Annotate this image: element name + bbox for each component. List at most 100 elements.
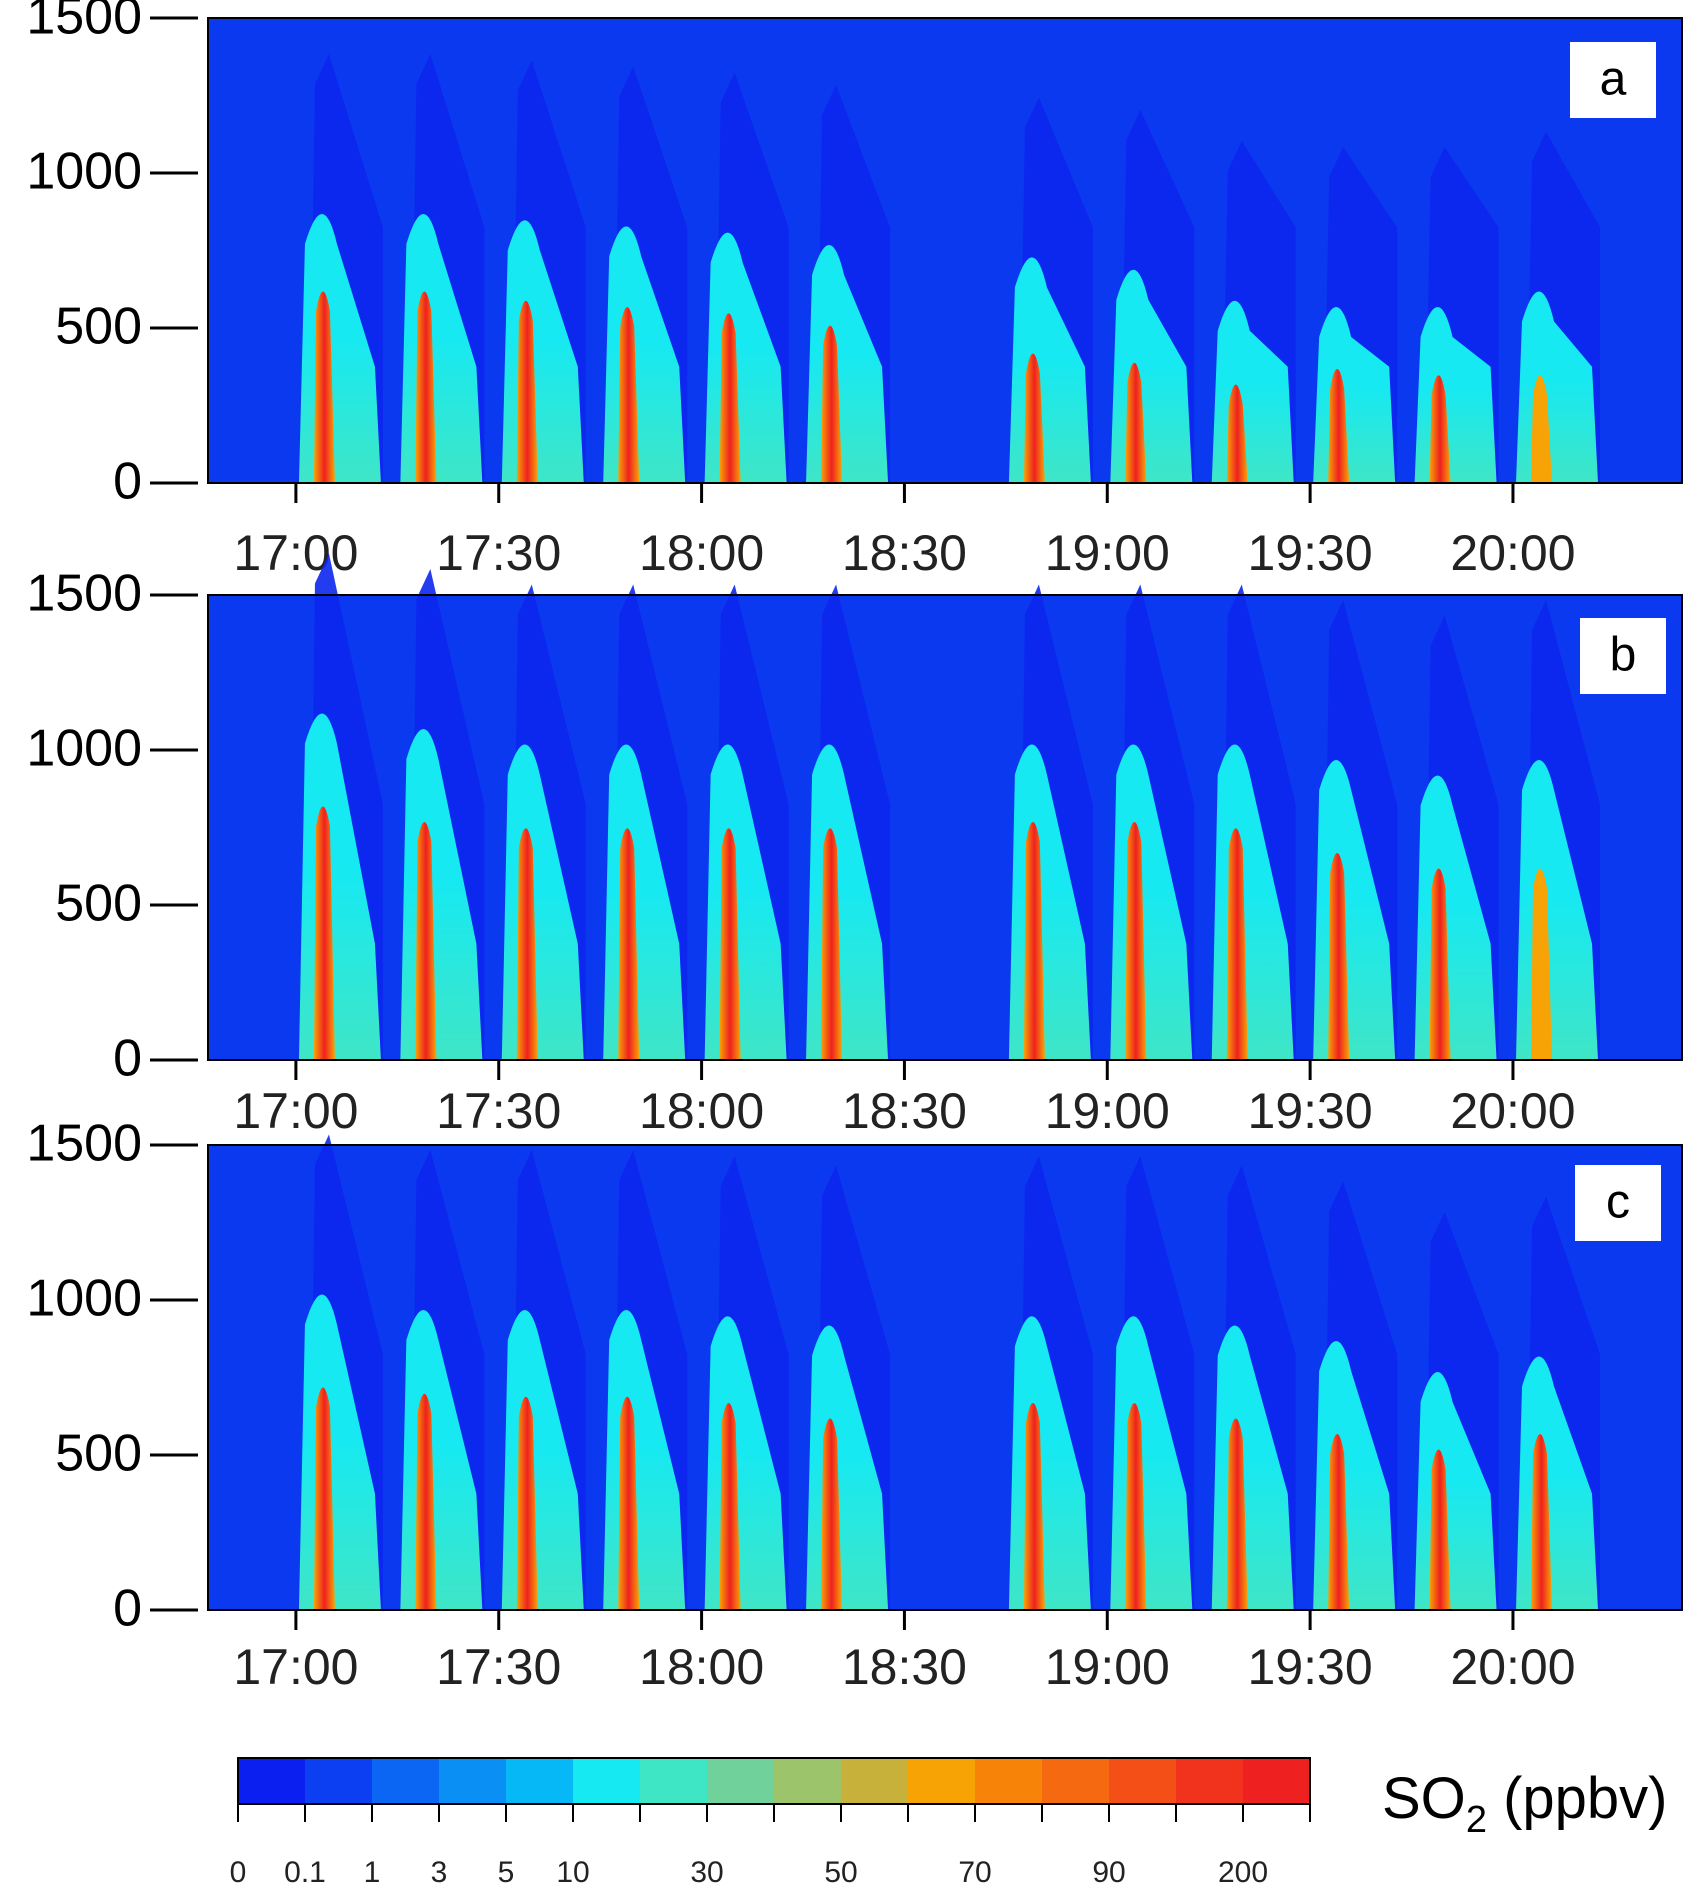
plume-2 (400, 54, 485, 483)
colorbar-tick-label: 50 (824, 1856, 857, 1888)
ytick-label: 500 (55, 298, 142, 356)
colorbar-swatch (439, 1758, 507, 1804)
plume-core (821, 325, 843, 483)
colorbar-swatch (1042, 1758, 1110, 1804)
colorbar-ticks: 0 0.1 1 3 5 10 30 50 70 90 200 (230, 1804, 1311, 1888)
panels: 0 500 1000 1500 17:00 17:30 18:00 18:30 19:00 19:… (26, 0, 1683, 1695)
xtick-label: 17:30 (436, 1639, 561, 1695)
panel-a: 0 500 1000 1500 17:00 17:30 18:00 18:30 19:00 19:… (26, 0, 1683, 581)
xtick-label: 17:00 (233, 525, 358, 581)
plume-core (821, 828, 843, 1060)
xtick-label: 20:00 (1450, 1639, 1575, 1695)
plume-3 (501, 60, 586, 483)
plume-core (313, 291, 335, 483)
plume-12 (1516, 131, 1601, 483)
panel-label: c (1606, 1176, 1630, 1229)
plume-core (719, 313, 741, 483)
colorbar-tick-label: 30 (690, 1856, 723, 1888)
plume-core (618, 828, 640, 1060)
ytick-label: 1000 (26, 143, 142, 201)
colorbar-tick-label: 1 (364, 1856, 381, 1888)
xtick-label: 18:30 (842, 1639, 967, 1695)
plume-1 (298, 1134, 383, 1610)
plume-4 (603, 66, 688, 484)
colorbar-swatch (841, 1758, 909, 1804)
ytick-label: 0 (113, 1030, 142, 1088)
xtick-label: 18:00 (639, 1639, 764, 1695)
plume-core (1531, 1434, 1553, 1610)
plume-core (1531, 375, 1553, 483)
plume-12 (1516, 600, 1601, 1060)
ytick-label: 1500 (26, 1115, 142, 1173)
plume-5 (704, 1156, 789, 1610)
xtick-label: 17:00 (233, 1083, 358, 1139)
colorbar-swatch (707, 1758, 775, 1804)
ytick-label: 1000 (26, 1270, 142, 1328)
xtick-label: 19:00 (1045, 525, 1170, 581)
colorbar-swatch (774, 1758, 842, 1804)
ytick-label: 500 (55, 1425, 142, 1483)
plume-2 (400, 569, 485, 1060)
ytick-label: 1500 (26, 565, 142, 623)
ytick-label: 0 (113, 453, 142, 511)
colorbar-swatch (640, 1758, 708, 1804)
plume-8 (1110, 584, 1195, 1060)
plume-core (719, 1403, 741, 1610)
colorbar-swatch (1176, 1758, 1244, 1804)
xtick-label: 17:00 (233, 1639, 358, 1695)
xtick-label: 18:30 (842, 1083, 967, 1139)
plume-core (1328, 369, 1350, 483)
panel-b: 0 500 1000 1500 17:00 17:30 18:00 18:30 19:00 19:… (26, 553, 1683, 1139)
plume-1 (298, 54, 383, 483)
xtick-label: 18:00 (639, 1083, 764, 1139)
plume-core (1328, 1434, 1350, 1610)
plume-5 (704, 584, 789, 1060)
plume-4 (603, 584, 688, 1060)
plume-core (516, 1396, 538, 1610)
plume-11 (1414, 615, 1499, 1060)
plot-frame (207, 594, 1683, 1061)
plume-core (618, 1396, 640, 1610)
plume-core (1125, 362, 1147, 483)
colorbar-tick-label: 70 (958, 1856, 991, 1888)
plume-1 (298, 553, 383, 1060)
panel-label-box (1575, 1165, 1661, 1241)
plume-11 (1414, 147, 1499, 483)
colorbar-title-unit: (ppbv) (1487, 1766, 1668, 1831)
colorbar-swatches (238, 1758, 1311, 1804)
plume-core (313, 806, 335, 1060)
ytick-label: 1000 (26, 720, 142, 778)
plume-11 (1414, 1212, 1499, 1610)
plume-core (1226, 1418, 1248, 1610)
plume-core (1226, 828, 1248, 1060)
colorbar-tick-label: 0.1 (284, 1856, 326, 1888)
plume-9 (1211, 140, 1296, 484)
xtick-label: 17:30 (436, 525, 561, 581)
plume-3 (501, 1150, 586, 1610)
plume-core (313, 1387, 335, 1610)
plume-3 (501, 584, 586, 1060)
plume-core (1429, 868, 1451, 1060)
plume-9 (1211, 1165, 1296, 1610)
plume-6 (806, 1165, 891, 1610)
colorbar: 0 0.1 1 3 5 10 30 50 70 90 200 SO2 (ppbv) (230, 1757, 1668, 1888)
colorbar-tick-label: 0 (230, 1856, 247, 1888)
plume-core (1531, 868, 1553, 1060)
plume-5 (704, 72, 789, 483)
xtick-label: 19:00 (1045, 1083, 1170, 1139)
plume-core (1226, 384, 1248, 483)
plume-core (415, 291, 437, 483)
colorbar-title-sub: 2 (1466, 1799, 1487, 1841)
panel-label-box (1580, 618, 1666, 694)
colorbar-tick-label: 5 (498, 1856, 515, 1888)
plume-10 (1313, 1181, 1398, 1610)
colorbar-swatch (506, 1758, 574, 1804)
plume-2 (400, 1150, 485, 1610)
plume-core (821, 1418, 843, 1610)
xtick-label: 19:30 (1248, 525, 1373, 581)
plume-12 (1516, 1196, 1601, 1610)
xtick-label: 20:00 (1450, 525, 1575, 581)
xtick-label: 20:00 (1450, 1083, 1575, 1139)
panel-label: b (1610, 629, 1637, 682)
panel-label-box (1570, 42, 1656, 118)
